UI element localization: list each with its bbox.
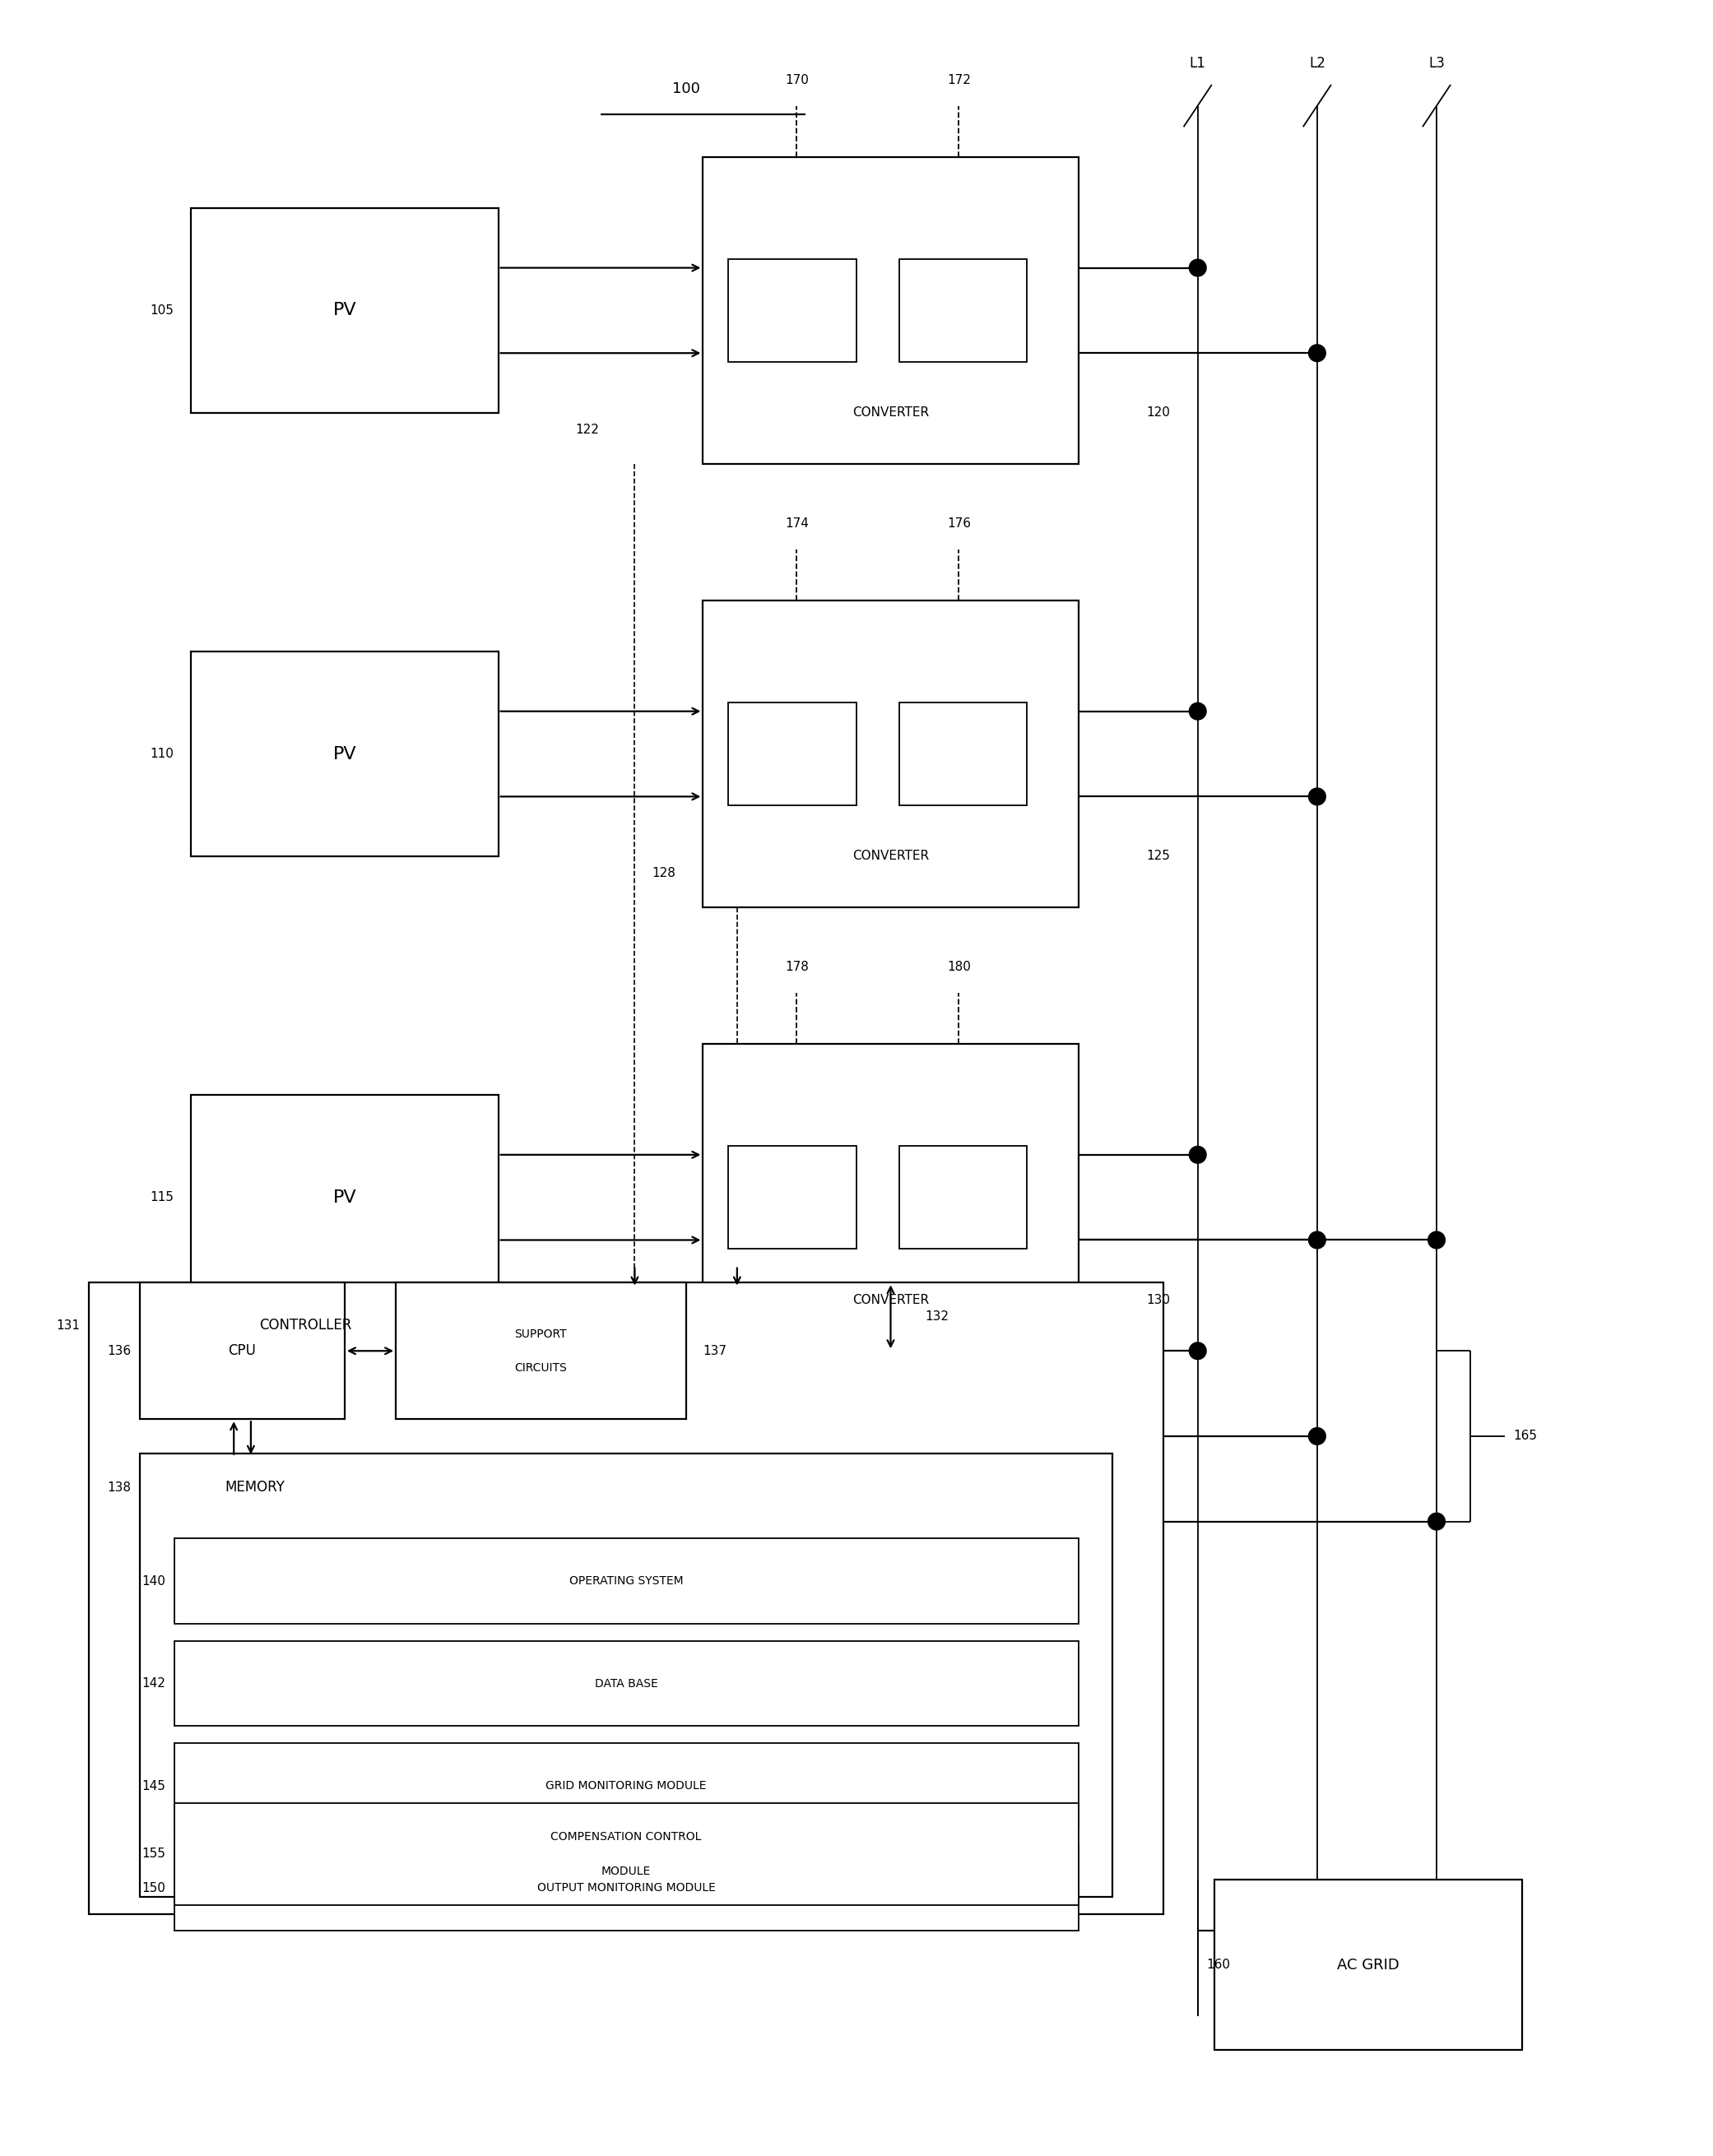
FancyBboxPatch shape: [192, 651, 498, 856]
Text: L2: L2: [1309, 56, 1326, 71]
Text: 140: 140: [142, 1576, 166, 1587]
Text: 142: 142: [142, 1677, 166, 1690]
Text: PV: PV: [332, 746, 356, 763]
Circle shape: [1309, 1231, 1326, 1248]
Text: 122: 122: [576, 425, 600, 436]
FancyBboxPatch shape: [396, 1283, 685, 1419]
Circle shape: [1189, 259, 1206, 276]
FancyBboxPatch shape: [702, 599, 1077, 908]
Text: 130: 130: [1146, 1294, 1170, 1307]
FancyBboxPatch shape: [192, 209, 498, 412]
FancyBboxPatch shape: [140, 1453, 1112, 1897]
Text: CONVERTER: CONVERTER: [853, 1294, 928, 1307]
FancyBboxPatch shape: [192, 1095, 498, 1300]
FancyBboxPatch shape: [175, 1744, 1077, 1828]
Circle shape: [1309, 1427, 1326, 1445]
Text: GRID MONITORING MODULE: GRID MONITORING MODULE: [546, 1781, 706, 1792]
Text: 137: 137: [702, 1345, 726, 1356]
Text: CONVERTER: CONVERTER: [853, 407, 928, 418]
Text: MEMORY: MEMORY: [226, 1479, 286, 1494]
Text: 138: 138: [108, 1481, 132, 1494]
Text: 172: 172: [947, 73, 971, 86]
Text: 178: 178: [785, 962, 809, 972]
Text: 160: 160: [1206, 1960, 1230, 1971]
Text: 128: 128: [651, 867, 675, 880]
Text: 145: 145: [142, 1779, 166, 1792]
Text: SUPPORT: SUPPORT: [514, 1328, 567, 1339]
FancyBboxPatch shape: [175, 1802, 1077, 1906]
Text: CONTROLLER: CONTROLLER: [259, 1317, 351, 1332]
FancyBboxPatch shape: [728, 703, 856, 804]
Text: 105: 105: [151, 304, 175, 317]
Text: L3: L3: [1429, 56, 1444, 71]
Text: DATA BASE: DATA BASE: [594, 1677, 658, 1690]
FancyBboxPatch shape: [175, 1846, 1077, 1932]
Circle shape: [1309, 345, 1326, 362]
FancyBboxPatch shape: [140, 1283, 344, 1419]
Text: 165: 165: [1513, 1429, 1537, 1442]
Text: 120: 120: [1146, 407, 1170, 418]
FancyBboxPatch shape: [899, 703, 1028, 804]
Text: 125: 125: [1146, 849, 1170, 862]
FancyBboxPatch shape: [702, 1044, 1077, 1352]
Text: 100: 100: [671, 82, 701, 97]
Text: 180: 180: [947, 962, 971, 972]
Text: 155: 155: [142, 1848, 166, 1861]
Text: CPU: CPU: [228, 1343, 257, 1358]
Text: 115: 115: [151, 1192, 175, 1203]
Text: 136: 136: [108, 1345, 132, 1356]
Text: 176: 176: [947, 517, 971, 530]
Circle shape: [1309, 789, 1326, 804]
FancyBboxPatch shape: [702, 157, 1077, 464]
Text: COMPENSATION CONTROL: COMPENSATION CONTROL: [552, 1830, 702, 1843]
FancyBboxPatch shape: [728, 259, 856, 362]
FancyBboxPatch shape: [1215, 1880, 1521, 2050]
FancyBboxPatch shape: [899, 1147, 1028, 1248]
Text: 110: 110: [151, 748, 175, 761]
Text: 170: 170: [785, 73, 809, 86]
FancyBboxPatch shape: [899, 259, 1028, 362]
Text: AC GRID: AC GRID: [1338, 1958, 1400, 1973]
FancyBboxPatch shape: [89, 1283, 1163, 1915]
FancyBboxPatch shape: [175, 1539, 1077, 1623]
Text: MODULE: MODULE: [601, 1865, 651, 1878]
Text: CONVERTER: CONVERTER: [853, 849, 928, 862]
Text: PV: PV: [332, 1190, 356, 1205]
Text: OUTPUT MONITORING MODULE: OUTPUT MONITORING MODULE: [536, 1882, 716, 1893]
Text: 150: 150: [142, 1882, 166, 1895]
Text: CIRCUITS: CIRCUITS: [514, 1363, 567, 1373]
FancyBboxPatch shape: [175, 1641, 1077, 1727]
Text: L1: L1: [1189, 56, 1206, 71]
Text: 174: 174: [785, 517, 809, 530]
Circle shape: [1189, 1343, 1206, 1360]
FancyBboxPatch shape: [728, 1147, 856, 1248]
Text: PV: PV: [332, 302, 356, 319]
Text: 131: 131: [57, 1319, 81, 1332]
Circle shape: [1429, 1514, 1446, 1531]
Text: OPERATING SYSTEM: OPERATING SYSTEM: [569, 1576, 683, 1587]
Circle shape: [1429, 1231, 1446, 1248]
Text: 132: 132: [925, 1311, 949, 1324]
Circle shape: [1189, 703, 1206, 720]
Circle shape: [1189, 1147, 1206, 1164]
